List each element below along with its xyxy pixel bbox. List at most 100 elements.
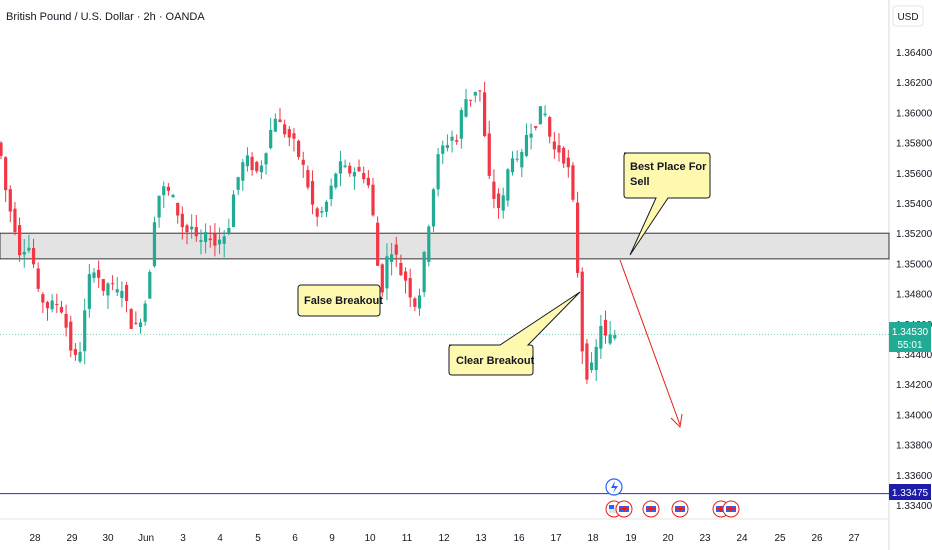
candle-body [487, 133, 491, 176]
candle-body [171, 194, 175, 198]
candle-body [599, 326, 603, 349]
price-tick-label: 1.34200 [896, 380, 932, 391]
price-tick-label: 1.34800 [896, 290, 932, 301]
candle-body [13, 208, 17, 233]
price-tick-label: 1.36200 [896, 78, 932, 89]
resistance-zone[interactable] [0, 232, 890, 260]
candle-body [357, 166, 361, 172]
candle-body [255, 161, 259, 172]
forecast-arrow[interactable] [619, 259, 683, 429]
candle-body [259, 165, 263, 173]
candle-body [31, 247, 36, 265]
candle-body [245, 155, 250, 167]
candle-body [329, 185, 333, 200]
candle-body [394, 244, 398, 255]
candle-body [185, 225, 189, 233]
time-tick-label: 30 [102, 533, 114, 544]
candle-body [138, 322, 143, 328]
time-tick-label: 19 [625, 533, 637, 544]
candle-body [483, 92, 487, 137]
candle-body [148, 271, 152, 299]
candle-body [436, 154, 440, 190]
candle-body [152, 222, 157, 267]
candle-body [334, 173, 338, 188]
candle-body [455, 140, 459, 142]
time-tick-label: 28 [29, 533, 41, 544]
candle-body [283, 124, 287, 135]
candle-body [543, 113, 547, 116]
candle-body [111, 283, 115, 285]
callout-clear-breakout-label: Clear Breakout [456, 355, 535, 367]
price-axis-labels: 1.36400 1.36200 1.36000 1.35800 1.35600 1.354… [896, 48, 932, 512]
candle-body [557, 145, 561, 153]
uk-flag-event-icon[interactable] [671, 500, 689, 518]
candle-body [236, 177, 240, 190]
candle-body [352, 172, 356, 177]
candle-body [608, 334, 612, 344]
candle-body [496, 193, 501, 209]
candle-body [380, 264, 384, 293]
candle-body [315, 208, 319, 217]
candle-body [501, 195, 505, 211]
callout-clear-breakout[interactable]: Clear Breakout [448, 291, 581, 376]
candle-body [297, 140, 301, 157]
candle-body [287, 129, 291, 138]
time-tick-label: 4 [217, 533, 223, 544]
candle-body [278, 119, 282, 123]
candle-body [348, 165, 352, 174]
candle-body [566, 157, 570, 168]
candle-body [529, 133, 533, 138]
price-tick-label: 1.33600 [896, 471, 932, 482]
candle-body [324, 201, 329, 212]
time-tick-label: 23 [699, 533, 711, 544]
time-tick-label: 9 [329, 533, 335, 544]
time-tick-label: 29 [66, 533, 78, 544]
uk-flag-event-icon[interactable] [642, 500, 660, 518]
candle-body [576, 202, 580, 273]
callout-best-place-line1: Best Place For [630, 161, 707, 173]
candle-body [269, 129, 273, 148]
candle-body [390, 254, 394, 262]
candle-body [408, 278, 412, 298]
currency-button[interactable]: USD [892, 5, 924, 27]
callout-false-breakout[interactable]: False Breakout [297, 284, 383, 317]
time-tick-label: 10 [364, 533, 376, 544]
candle-body [585, 343, 589, 380]
candle-body [403, 271, 408, 281]
price-tick-label: 1.35800 [896, 139, 932, 150]
price-tick-label: 1.35200 [896, 229, 932, 240]
candle-body [492, 181, 496, 199]
candle-body [180, 213, 184, 228]
callout-best-place[interactable]: Best Place For Sell [623, 152, 711, 256]
candle-body [208, 238, 212, 241]
candle-body [478, 90, 482, 92]
price-tick-label: 1.35600 [896, 169, 932, 180]
candle-body [231, 194, 236, 228]
candle-body [320, 211, 324, 213]
candle-body [241, 162, 245, 181]
candle-body [431, 189, 436, 227]
candle-body [250, 156, 254, 171]
candle-body [213, 233, 217, 246]
candle-body [59, 306, 64, 313]
candle-body [204, 232, 208, 243]
candle-body [548, 117, 552, 137]
events-row [605, 478, 740, 518]
candle-body [292, 133, 296, 139]
time-tick-label: 17 [550, 533, 562, 544]
candle-body [589, 362, 594, 370]
candle-body [603, 319, 608, 336]
price-tick-label: 1.36000 [896, 108, 932, 119]
time-tick-label: 5 [255, 533, 261, 544]
candle-body [115, 289, 119, 293]
uk-flag-event-icon[interactable] [722, 500, 740, 518]
candlestick-series [0, 81, 617, 384]
candle-body [45, 302, 50, 309]
candle-body [264, 153, 268, 165]
uk-flag-event-icon[interactable] [615, 500, 633, 518]
chart-title: British Pound / U.S. Dollar · 2h · OANDA [6, 11, 205, 23]
candle-body [534, 126, 538, 128]
candle-body [371, 184, 375, 216]
candle-body [613, 335, 617, 339]
